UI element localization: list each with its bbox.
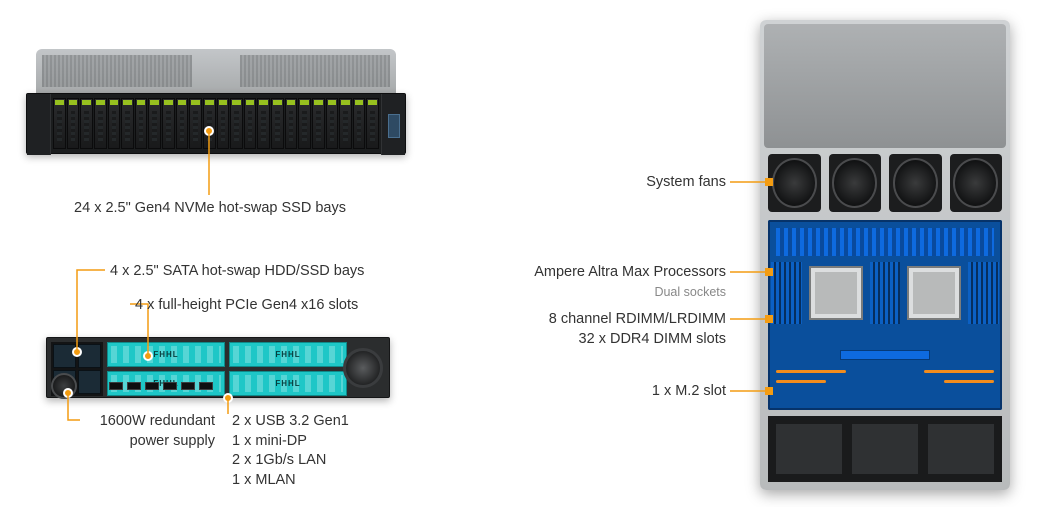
nvme-drive-bay xyxy=(67,98,80,149)
cpu-socket xyxy=(907,266,961,320)
callout-system-fans: System fans xyxy=(540,173,726,193)
nvme-drive-bay xyxy=(217,98,230,149)
nvme-drive-bay xyxy=(326,98,339,149)
server-top-view xyxy=(760,20,1010,490)
system-fan xyxy=(829,154,882,212)
motherboard xyxy=(768,220,1002,410)
rear-lower-section xyxy=(768,416,1002,482)
callout-dot xyxy=(765,178,773,186)
dimm-slots xyxy=(870,262,901,324)
callout-cpu-title: Ampere Altra Max Processors xyxy=(534,264,726,280)
nvme-drive-bay xyxy=(271,98,284,149)
callout-cpu-sub: Dual sockets xyxy=(654,285,726,299)
nvme-drive-bay xyxy=(148,98,161,149)
nvme-drive-bay xyxy=(312,98,325,149)
server-front-view xyxy=(26,49,406,154)
nvme-drive-bay xyxy=(298,98,311,149)
pcie-slot: FHHL xyxy=(107,342,225,367)
nvme-drive-bay xyxy=(176,98,189,149)
callout-dot xyxy=(223,393,233,403)
callout-dot xyxy=(204,126,214,136)
callout-dot xyxy=(765,387,773,395)
nvme-drive-bay xyxy=(135,98,148,149)
callout-pcie-slots: 4 x full-height PCIe Gen4 x16 slots xyxy=(135,296,358,316)
nvme-drive-bays xyxy=(53,98,379,149)
nvme-drive-bay xyxy=(366,98,379,149)
callout-dimm: 8 channel RDIMM/LRDIMM 32 x DDR4 DIMM sl… xyxy=(470,310,726,349)
nvme-drive-bay xyxy=(203,98,216,149)
system-fan xyxy=(768,154,821,212)
nvme-drive-bay xyxy=(339,98,352,149)
nvme-drive-bay xyxy=(53,98,66,149)
nvme-drive-bay xyxy=(230,98,243,149)
cpu-socket xyxy=(809,266,863,320)
rear-fan xyxy=(343,348,383,388)
callout-dot xyxy=(72,347,82,357)
nvme-drive-bay xyxy=(257,98,270,149)
server-front-plate xyxy=(26,93,406,154)
nvme-drive-bay xyxy=(189,98,202,149)
nvme-drive-bay xyxy=(353,98,366,149)
system-fans xyxy=(768,154,1002,212)
callout-nvme-bays: 24 x 2.5" Gen4 NVMe hot-swap SSD bays xyxy=(60,199,360,219)
nvme-drive-bay xyxy=(162,98,175,149)
nvme-drive-bay xyxy=(108,98,121,149)
server-top-cover xyxy=(36,49,396,93)
callout-dot xyxy=(765,268,773,276)
dimm-slots xyxy=(968,262,999,324)
callout-dot xyxy=(765,315,773,323)
m2-slot xyxy=(840,350,930,360)
dimm-slots xyxy=(771,262,802,324)
nvme-drive-bay xyxy=(94,98,107,149)
system-fan xyxy=(889,154,942,212)
nvme-drive-bay xyxy=(80,98,93,149)
system-fan xyxy=(950,154,1003,212)
callout-psu: 1600W redundant power supply xyxy=(40,412,215,451)
callout-sata-bays: 4 x 2.5" SATA hot-swap HDD/SSD bays xyxy=(110,262,364,282)
callout-dot xyxy=(143,351,153,361)
nvme-drive-bay xyxy=(244,98,257,149)
nvme-drive-bay xyxy=(285,98,298,149)
callout-io: 2 x USB 3.2 Gen1 1 x mini-DP 2 x 1Gb/s L… xyxy=(232,412,349,490)
callout-dot xyxy=(63,388,73,398)
pcie-slot: FHHL xyxy=(229,342,347,367)
callout-m2: 1 x M.2 slot xyxy=(540,382,726,402)
nvme-drive-bay xyxy=(121,98,134,149)
cpu-zone xyxy=(768,262,1002,324)
callout-cpu: Ampere Altra Max Processors Dual sockets xyxy=(470,263,726,302)
server-rear-view: FHHLFHHLFHHLFHHL xyxy=(46,337,390,398)
